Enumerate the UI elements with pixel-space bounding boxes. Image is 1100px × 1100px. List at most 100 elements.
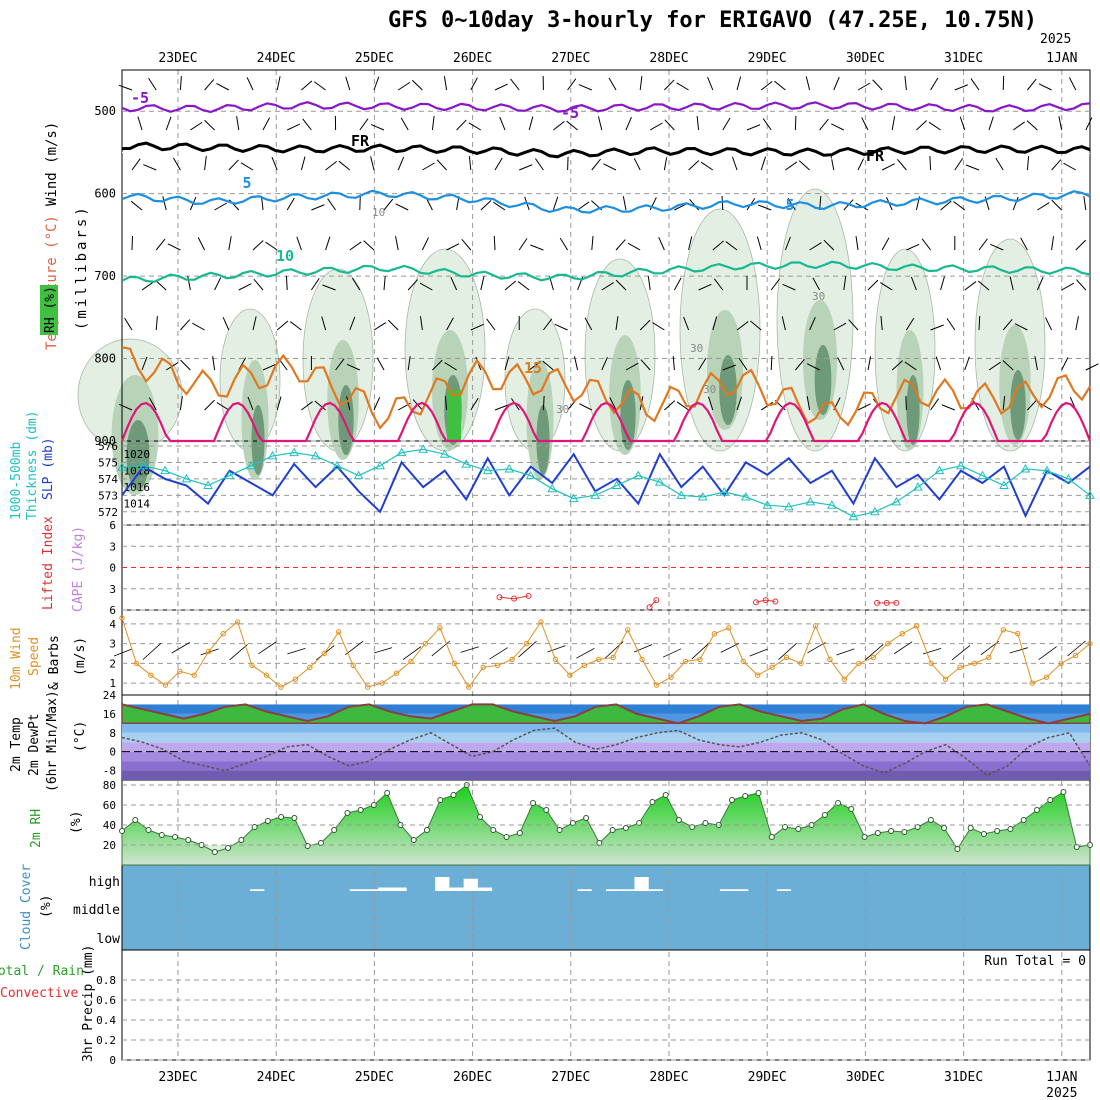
wind-barb — [713, 278, 724, 291]
wind-barb — [880, 316, 883, 331]
wind-barb — [736, 396, 743, 411]
wind-barb — [843, 276, 847, 291]
wind-barb — [468, 156, 472, 171]
wind-barb — [688, 160, 700, 171]
wind-barb — [542, 395, 545, 411]
rh-marker — [172, 834, 179, 840]
surface-wind-barb — [922, 648, 942, 655]
isotherm-label: 5 — [242, 174, 251, 192]
wind-barb — [965, 164, 980, 171]
surface-wind-barb — [489, 647, 508, 660]
thickness-marker — [224, 470, 235, 480]
wind-barb — [271, 156, 278, 171]
rh-dark-region — [338, 385, 354, 455]
thickness-marker — [396, 447, 407, 457]
thickness-marker — [547, 483, 558, 493]
wind-speed-marker — [466, 684, 472, 690]
wind-barb — [578, 84, 592, 91]
wind-barb — [1051, 199, 1062, 211]
rh-marker — [609, 827, 616, 833]
cloud-bar — [648, 889, 663, 891]
wind-barb — [566, 120, 578, 131]
cloud-bar — [463, 878, 478, 891]
wind-barb — [553, 120, 565, 131]
surface-wind-barb — [807, 642, 826, 654]
slp-tick-label: 1014 — [124, 498, 151, 511]
surface-wind-barb — [749, 648, 768, 657]
wind-barb — [470, 77, 478, 91]
wind-barb — [591, 158, 601, 171]
wind-barb — [212, 356, 216, 371]
thickness-marker — [246, 460, 256, 470]
wind-speed-marker — [971, 660, 978, 667]
wind-speed-marker — [379, 680, 385, 686]
wind-barb — [1036, 277, 1044, 291]
wind-barb — [698, 357, 707, 371]
wind-barb — [1012, 121, 1025, 131]
wind-barb — [419, 316, 423, 331]
rh-marker — [1033, 807, 1040, 813]
wind-barb — [652, 322, 665, 331]
bottom-day-label: 25DEC — [355, 1070, 394, 1085]
wind-speed-marker — [292, 676, 299, 682]
rh-marker — [941, 825, 948, 831]
wind-barb — [910, 276, 917, 291]
wind-barb — [577, 201, 590, 211]
wind-barb — [421, 237, 429, 251]
lifted-index-marker — [653, 597, 660, 604]
wind-barb — [190, 121, 203, 131]
wind-barb — [349, 316, 356, 331]
wind-barb — [707, 396, 714, 411]
wind-barb — [995, 157, 1004, 171]
wind-barb — [236, 116, 240, 131]
rh-tick-label: 60 — [103, 799, 116, 812]
wind-barb — [591, 236, 594, 251]
wind-speed-marker — [812, 623, 819, 629]
rh-marker — [516, 830, 523, 836]
wind-barb — [446, 317, 454, 331]
cloud-bar — [606, 889, 621, 891]
wind-barb — [738, 358, 748, 371]
rh-marker — [874, 830, 881, 836]
rh-contour-label: 30 — [690, 342, 703, 355]
wind-barb — [1039, 402, 1052, 411]
wind-barb — [601, 282, 614, 291]
rh-marker — [1060, 789, 1067, 795]
surface-wind-barb — [1038, 646, 1057, 661]
temperature-band — [122, 751, 1090, 762]
lifted-index-marker — [496, 594, 503, 601]
cloud-bar — [392, 887, 407, 891]
thickness-marker — [676, 490, 687, 499]
bottom-day-label: 26DEC — [453, 1070, 492, 1085]
wind-barb — [253, 278, 264, 291]
precip-tick-label: 0.4 — [96, 1014, 116, 1027]
top-day-label: 24DEC — [257, 51, 296, 66]
wind-barb — [1076, 279, 1087, 291]
minmax-axis-title: (6hr Min/Max) — [45, 690, 60, 792]
wind-barb — [286, 197, 295, 211]
pressure-tick-label: 800 — [94, 352, 116, 366]
wind-barb — [990, 243, 1004, 251]
rh-marker — [888, 828, 895, 834]
wind-barb — [247, 396, 254, 411]
wind-barb — [518, 238, 528, 251]
wind-barb — [1027, 399, 1038, 411]
wind-barb — [1026, 156, 1030, 171]
rh-marker — [967, 825, 974, 831]
wind-barb — [338, 160, 351, 171]
wind-speed-marker — [133, 660, 140, 667]
precip-tick-label: 0.2 — [96, 1034, 116, 1047]
thickness-axis-title: 1000-500mb — [9, 442, 24, 520]
rh-marker — [450, 792, 457, 798]
wind-barb — [757, 204, 772, 211]
wind-barb — [494, 404, 509, 411]
wind-barb — [1020, 237, 1028, 251]
cloud-cover-fill — [122, 865, 1090, 950]
cloud-level-label: low — [97, 932, 121, 947]
temp-tick-label: -8 — [103, 765, 116, 778]
wind-barb — [510, 78, 520, 91]
precip-tick-label: 0.6 — [96, 994, 116, 1007]
bottom-year-label: 2025 — [1046, 1086, 1077, 1100]
wind-barb — [736, 76, 742, 91]
temp-unit-title: (°C) — [73, 721, 88, 752]
